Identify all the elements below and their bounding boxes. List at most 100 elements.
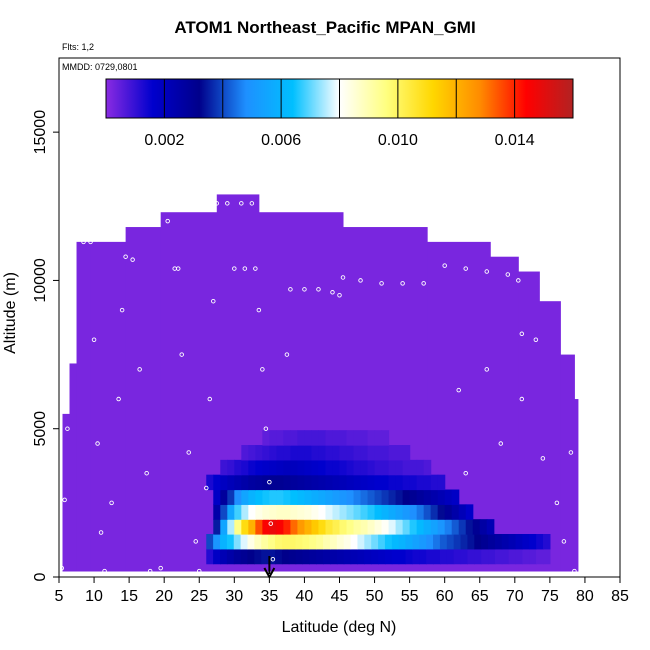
heatmap-cell xyxy=(241,459,249,476)
heatmap-cell xyxy=(233,533,242,550)
heatmap-cell xyxy=(339,445,348,461)
x-tick-label: 30 xyxy=(225,588,243,605)
heatmap-cell xyxy=(391,533,400,550)
y-axis-label: Altitude (m) xyxy=(2,272,19,354)
heatmap-cell xyxy=(529,548,537,565)
track-point xyxy=(204,485,209,491)
heatmap-cell xyxy=(262,489,270,505)
track-point xyxy=(267,479,272,485)
domain-column xyxy=(76,241,92,572)
heatmap-cell xyxy=(395,459,404,476)
track-point xyxy=(253,266,258,271)
track-point xyxy=(242,266,248,271)
heatmap-cell xyxy=(381,459,390,476)
heatmap-cell xyxy=(395,474,404,491)
heatmap-cell xyxy=(268,533,276,550)
heatmap-cell xyxy=(234,474,242,491)
heatmap-cell xyxy=(346,489,355,505)
heatmap-cell xyxy=(290,519,299,535)
heatmap-cell xyxy=(309,548,317,565)
dates-label: MMDD: 0729,0801 xyxy=(62,62,138,72)
track-point xyxy=(340,275,346,280)
heatmap-cell xyxy=(453,533,462,550)
heatmap-cell xyxy=(339,519,348,535)
heatmap-cell xyxy=(360,474,369,491)
heatmap-cell xyxy=(346,474,355,491)
heatmap-cell xyxy=(255,519,263,535)
heatmap-cell xyxy=(353,474,362,491)
heatmap-cell xyxy=(268,548,276,565)
heatmap-cell xyxy=(402,459,411,476)
heatmap-cell xyxy=(374,459,383,476)
heatmap-cell xyxy=(262,504,270,520)
heatmap-cell xyxy=(288,533,297,550)
heatmap-cell xyxy=(290,474,299,491)
track-point xyxy=(288,287,293,292)
heatmap-cell xyxy=(227,519,235,535)
heatmap-cell xyxy=(332,474,341,491)
heatmap-cell xyxy=(325,519,334,535)
track-point xyxy=(165,218,170,224)
track-point xyxy=(337,293,342,298)
heatmap-cell xyxy=(416,474,425,491)
heatmap-cell xyxy=(276,504,284,520)
heatmap-cell xyxy=(339,459,348,476)
heatmap-cell xyxy=(241,489,249,505)
heatmap-cell xyxy=(346,445,355,461)
heatmap-cell xyxy=(430,504,439,520)
heatmap-cell xyxy=(360,519,369,535)
heatmap-cell xyxy=(453,548,462,565)
track-point xyxy=(249,201,255,206)
heatmap-cell xyxy=(371,548,379,565)
heatmap-cell xyxy=(430,519,439,535)
track-point xyxy=(232,266,237,271)
heatmap-cell xyxy=(367,474,376,491)
heatmap-cell xyxy=(388,504,397,520)
heatmap-cell xyxy=(318,430,327,446)
heatmap-cell xyxy=(374,474,383,491)
track-point xyxy=(95,441,100,446)
track-point xyxy=(193,539,198,544)
heatmap-cell xyxy=(213,519,221,535)
heatmap-cell xyxy=(241,519,249,535)
heatmap-cell xyxy=(367,459,376,476)
track-point xyxy=(358,278,363,283)
heatmap-cell xyxy=(241,504,249,520)
track-point xyxy=(270,556,276,562)
x-tick-label: 85 xyxy=(611,588,629,605)
heatmap-cell xyxy=(409,489,418,505)
heatmap-cell xyxy=(381,474,390,491)
track-point xyxy=(239,201,244,206)
heatmap-cell xyxy=(409,459,418,476)
heatmap-cell xyxy=(304,519,313,535)
heatmap-cell xyxy=(297,504,306,520)
domain-column xyxy=(560,354,575,572)
heatmap-cell xyxy=(412,533,420,550)
heatmap-cell xyxy=(255,474,263,491)
heatmap-cell xyxy=(423,489,432,505)
heatmap-cell xyxy=(353,459,362,476)
heatmap-cell xyxy=(346,430,355,446)
heatmap-cell xyxy=(206,533,214,550)
heatmap-cell xyxy=(311,459,320,476)
heatmap-cell xyxy=(325,504,334,520)
heatmap-cell xyxy=(409,519,418,535)
heatmap-cell xyxy=(543,533,551,550)
heatmap-cell xyxy=(388,445,397,461)
heatmap-cell xyxy=(332,430,341,446)
heatmap-cell xyxy=(304,459,313,476)
heatmap-cell xyxy=(381,504,390,520)
track-point xyxy=(421,281,426,286)
heatmap-cell xyxy=(515,533,523,550)
heatmap-cell xyxy=(430,489,439,505)
y-tick-label: 10000 xyxy=(32,258,49,303)
heatmap-cell xyxy=(283,459,292,476)
heatmap-cell xyxy=(281,533,290,550)
heatmap-cell xyxy=(416,519,425,535)
heatmap-cell xyxy=(248,519,256,535)
heatmap-cell xyxy=(240,548,249,565)
heatmap-cell xyxy=(220,548,228,565)
heatmap-cell xyxy=(350,548,359,565)
heatmap-cell xyxy=(409,504,418,520)
heatmap-cell xyxy=(220,459,228,476)
